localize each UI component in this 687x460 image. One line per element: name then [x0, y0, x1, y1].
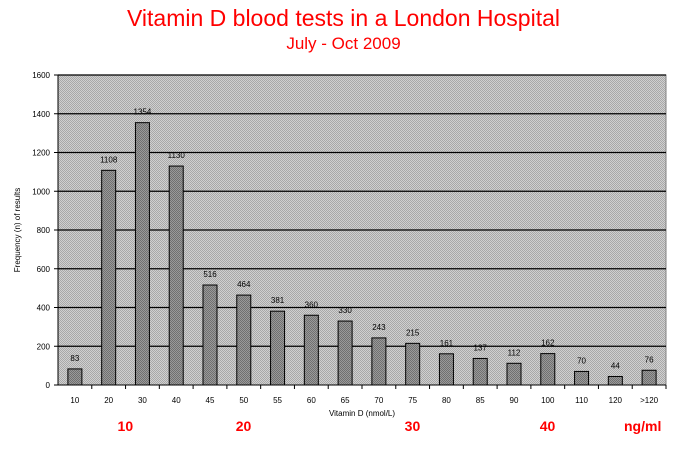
data-label: 243 — [372, 323, 386, 332]
x-tick-label: 40 — [172, 396, 181, 405]
data-label: 162 — [541, 339, 555, 348]
y-tick-label: 1200 — [32, 149, 50, 158]
bar — [134, 122, 150, 386]
data-label: 360 — [305, 300, 319, 309]
data-label: 76 — [645, 355, 654, 364]
bar — [67, 368, 83, 386]
data-label: 83 — [70, 354, 79, 363]
data-label: 1130 — [168, 151, 186, 160]
bar — [236, 294, 252, 386]
y-tick-label: 1000 — [32, 187, 50, 196]
ng-ml-unit: ng/ml — [624, 418, 662, 434]
ng-ml-label: 20 — [235, 418, 252, 434]
data-label: 1108 — [100, 155, 118, 164]
bar — [371, 337, 387, 386]
data-label: 330 — [338, 306, 352, 315]
x-axis-title: Vitamin D (nmol/L) — [329, 409, 395, 418]
x-tick-label: 45 — [206, 396, 215, 405]
y-tick-label: 200 — [37, 342, 51, 351]
x-tick-label: 20 — [104, 396, 113, 405]
bar — [303, 314, 319, 386]
x-tick-label: 65 — [341, 396, 350, 405]
x-tick-label: 90 — [510, 396, 519, 405]
data-label: 1354 — [134, 108, 152, 117]
bar — [168, 165, 184, 386]
bar — [574, 370, 590, 386]
bar — [472, 357, 488, 386]
bar — [270, 310, 286, 386]
data-label: 112 — [508, 348, 521, 357]
bar — [540, 353, 556, 386]
bar — [641, 369, 657, 386]
bar — [101, 169, 117, 386]
x-tick-label: 30 — [138, 396, 147, 405]
y-tick-label: 1400 — [32, 110, 50, 119]
y-tick-label: 1600 — [32, 71, 50, 80]
x-tick-label: >120 — [640, 396, 659, 405]
x-tick-label: 10 — [70, 396, 79, 405]
bar — [607, 375, 623, 386]
x-tick-label: 100 — [541, 396, 555, 405]
data-label: 44 — [611, 361, 620, 370]
ng-ml-label: 10 — [117, 418, 134, 434]
data-label: 516 — [203, 270, 217, 279]
x-tick-label: 55 — [273, 396, 282, 405]
x-tick-label: 110 — [575, 396, 588, 405]
x-tick-label: 60 — [307, 396, 316, 405]
y-tick-label: 0 — [46, 381, 51, 390]
x-tick-label: 75 — [408, 396, 417, 405]
x-tick-label: 50 — [239, 396, 248, 405]
x-tick-label: 120 — [609, 396, 623, 405]
chart-subtitle: July - Oct 2009 — [286, 34, 401, 53]
bar — [405, 342, 421, 386]
y-tick-label: 600 — [37, 265, 51, 274]
data-label: 464 — [237, 280, 251, 289]
chart-title: Vitamin D blood tests in a London Hospit… — [126, 5, 560, 31]
data-label: 70 — [577, 356, 586, 365]
y-axis-title: Frequency (n) of results — [13, 188, 22, 272]
y-tick-label: 400 — [37, 304, 51, 313]
bar — [202, 284, 218, 386]
data-label: 137 — [474, 343, 488, 352]
bar — [506, 362, 522, 386]
data-label: 381 — [271, 296, 285, 305]
y-tick-label: 800 — [37, 226, 51, 235]
x-tick-label: 85 — [476, 396, 485, 405]
bar — [337, 320, 353, 386]
bar — [438, 353, 454, 386]
x-tick-label: 70 — [374, 396, 383, 405]
x-tick-label: 80 — [442, 396, 451, 405]
ng-ml-label: 40 — [539, 418, 556, 434]
data-label: 215 — [406, 328, 420, 337]
ng-ml-label: 30 — [404, 418, 421, 434]
data-label: 161 — [440, 339, 454, 348]
